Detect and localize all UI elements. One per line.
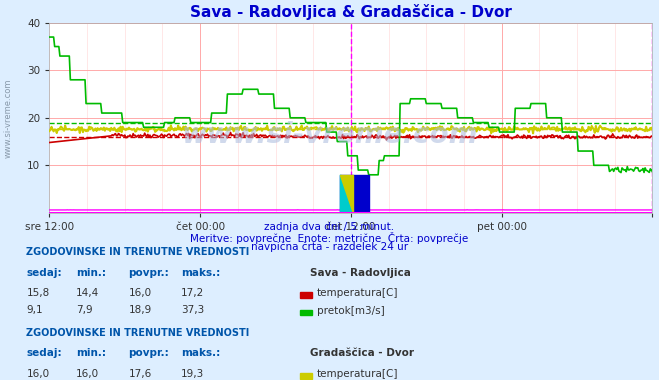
Text: 18,9: 18,9 (129, 306, 152, 315)
Text: 19,3: 19,3 (181, 369, 204, 379)
Text: 17,6: 17,6 (129, 369, 152, 379)
Text: navpična črta - razdelek 24 ur: navpična črta - razdelek 24 ur (251, 241, 408, 252)
Polygon shape (341, 175, 353, 213)
Text: sedaj:: sedaj: (26, 268, 62, 277)
Text: www.si-vreme.com: www.si-vreme.com (181, 121, 478, 149)
Text: 17,2: 17,2 (181, 288, 204, 298)
Text: 15,8: 15,8 (26, 288, 49, 298)
Text: 9,1: 9,1 (26, 306, 43, 315)
Polygon shape (341, 175, 353, 213)
Text: www.si-vreme.com: www.si-vreme.com (3, 78, 13, 158)
Text: 14,4: 14,4 (76, 288, 99, 298)
Text: sedaj:: sedaj: (26, 348, 62, 358)
Text: 37,3: 37,3 (181, 306, 204, 315)
Text: ZGODOVINSKE IN TRENUTNE VREDNOSTI: ZGODOVINSKE IN TRENUTNE VREDNOSTI (26, 247, 250, 256)
Text: min.:: min.: (76, 348, 106, 358)
Text: temperatura[C]: temperatura[C] (317, 288, 399, 298)
Text: zadnja dva dni / 5 minut.: zadnja dva dni / 5 minut. (264, 222, 395, 232)
Text: povpr.:: povpr.: (129, 348, 169, 358)
Text: maks.:: maks.: (181, 268, 221, 277)
Text: Sava - Radovljica: Sava - Radovljica (310, 268, 411, 277)
Text: Meritve: povprečne  Enote: metrične  Črta: povprečje: Meritve: povprečne Enote: metrične Črta:… (190, 232, 469, 244)
Text: Gradaščica - Dvor: Gradaščica - Dvor (310, 348, 414, 358)
Title: Sava - Radovljica & Gradaščica - Dvor: Sava - Radovljica & Gradaščica - Dvor (190, 4, 512, 20)
Text: temperatura[C]: temperatura[C] (317, 369, 399, 379)
Text: 16,0: 16,0 (76, 369, 99, 379)
Text: maks.:: maks.: (181, 348, 221, 358)
Text: 16,0: 16,0 (26, 369, 49, 379)
Text: pretok[m3/s]: pretok[m3/s] (317, 306, 385, 315)
Text: 7,9: 7,9 (76, 306, 92, 315)
Text: 16,0: 16,0 (129, 288, 152, 298)
Text: ZGODOVINSKE IN TRENUTNE VREDNOSTI: ZGODOVINSKE IN TRENUTNE VREDNOSTI (26, 328, 250, 337)
Text: povpr.:: povpr.: (129, 268, 169, 277)
Bar (341, 175, 369, 213)
Text: min.:: min.: (76, 268, 106, 277)
